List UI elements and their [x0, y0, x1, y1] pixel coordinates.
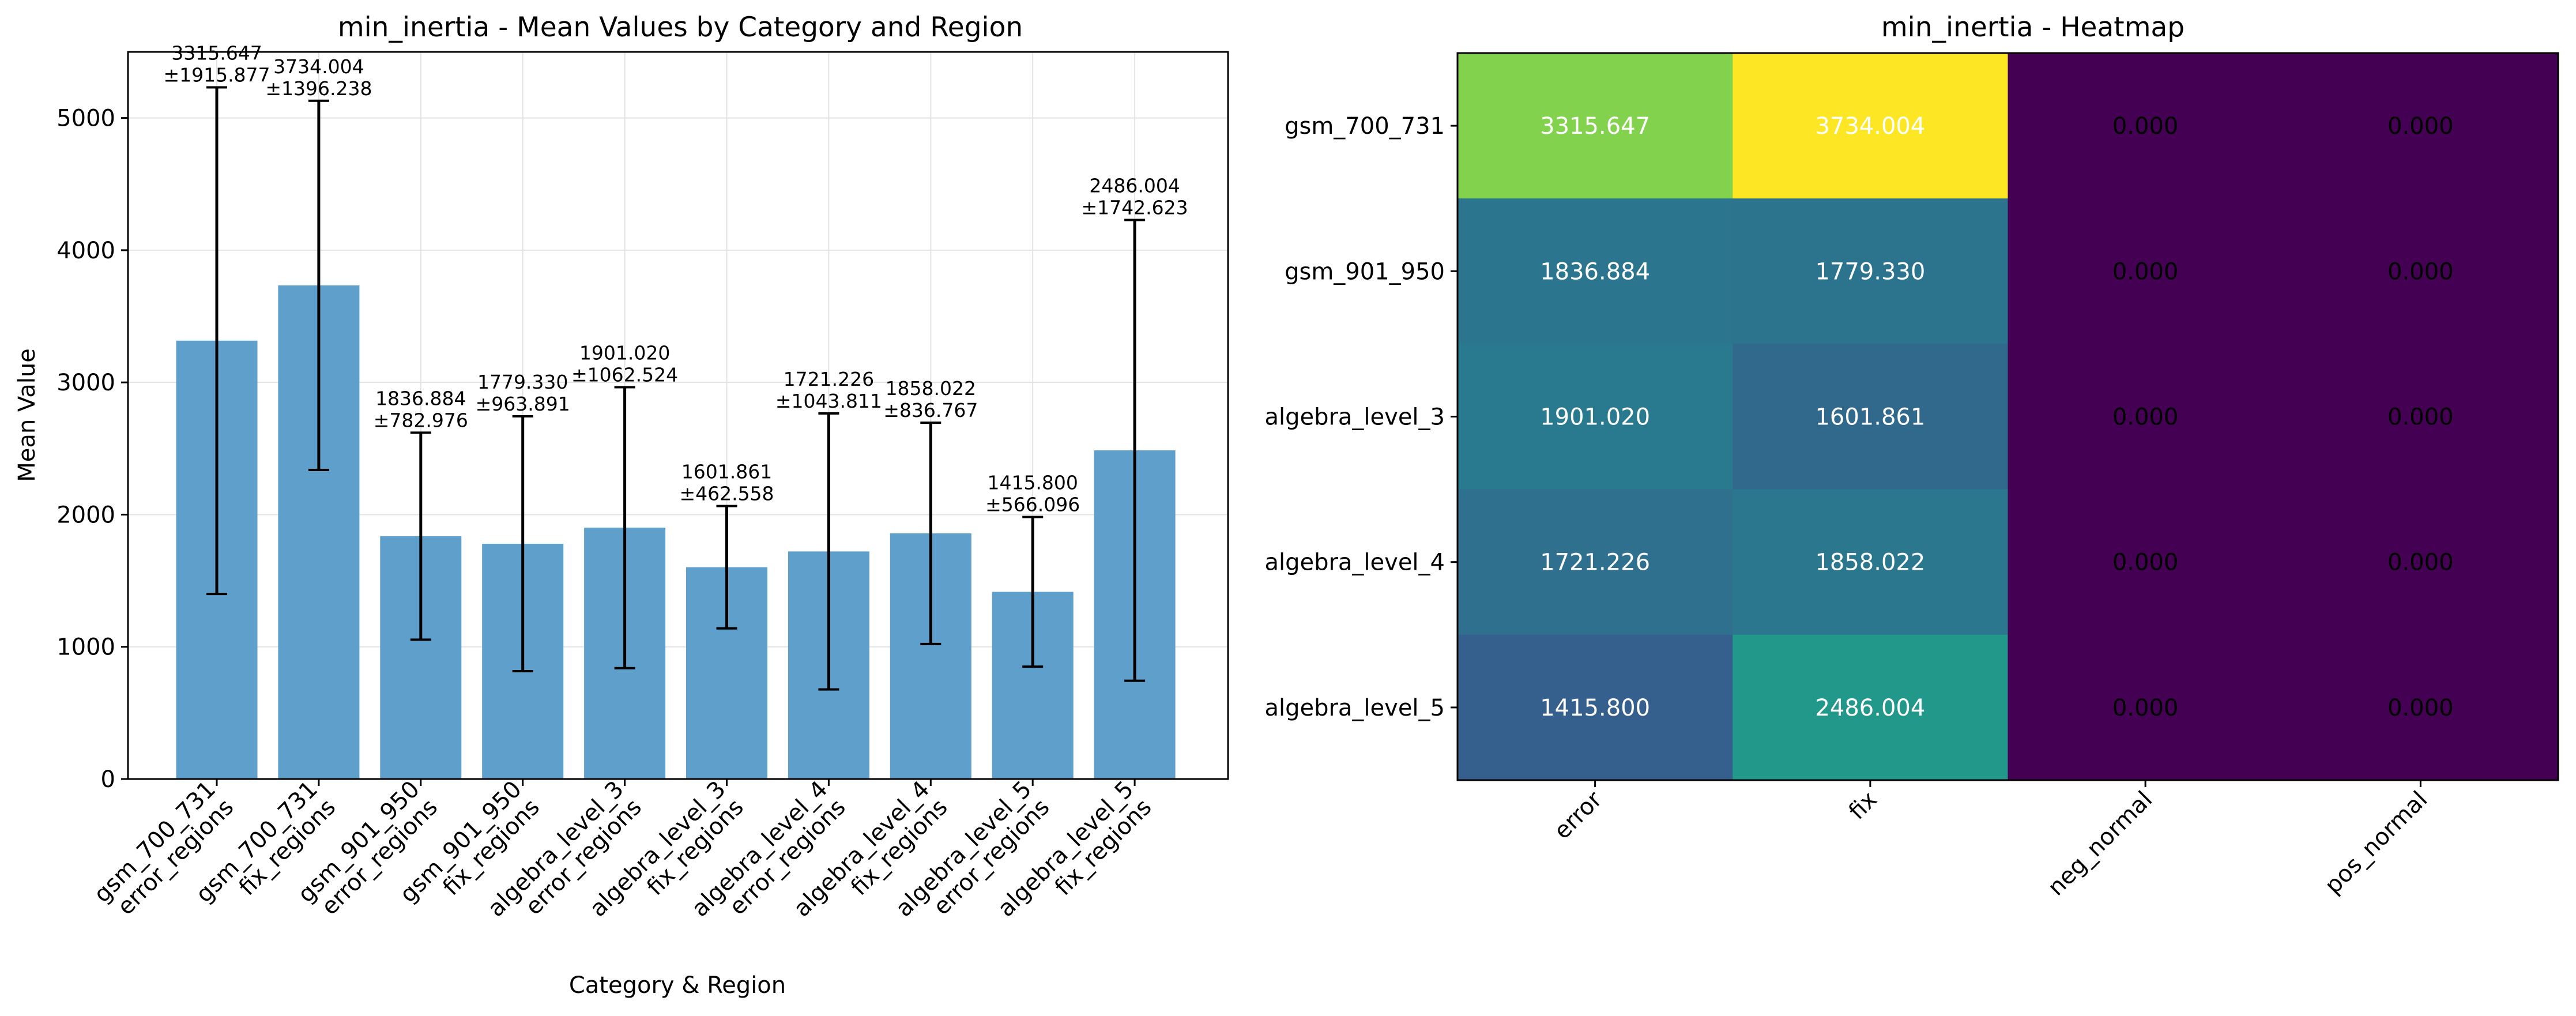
heatmap-cell — [1733, 198, 2008, 344]
heatmap-cell — [2283, 489, 2559, 635]
heatmap-cell-label: 0.000 — [2112, 550, 2179, 576]
bar-error-label: ±1062.524 — [571, 364, 678, 386]
heatmap-cell-label: 1721.226 — [1540, 550, 1650, 576]
heatmap-cell-label: 0.000 — [2387, 695, 2454, 721]
bar-chart-error-bars — [206, 86, 1146, 691]
heatmap-cell-label: 0.000 — [2112, 258, 2179, 285]
bar-error-label: ±566.096 — [985, 494, 1080, 516]
heatmap-cell — [1733, 489, 2008, 635]
heatmap-row-labels: gsm_700_731 gsm_901_950 algebra_level_3alg… — [1264, 113, 1458, 721]
bar-chart-axes-frame — [127, 51, 1229, 780]
heatmap-column-label: neg_normal — [2043, 787, 2157, 901]
bar-error-label: ±462.558 — [679, 483, 774, 505]
bar-value-label: 1836.884 — [375, 387, 466, 409]
bar-value-label: 1415.800 — [987, 472, 1078, 494]
bar-chart-x-ticks: gsm_700_731error_regionsgsm_700_731fix_r… — [89, 776, 1157, 923]
heatmap-row-label: gsm_901_950 — [1285, 258, 1445, 285]
heatmap-row-label: algebra_level_5 — [1264, 695, 1445, 721]
heatmap-row-label: algebra_level_4 — [1264, 550, 1445, 576]
bar-value-label: 1721.226 — [784, 368, 874, 390]
heatmap-cell-label: 0.000 — [2387, 113, 2454, 140]
bar-error-label: ±782.976 — [374, 409, 468, 431]
bar-error-label: ±1043.811 — [775, 390, 882, 412]
heatmap-cell-label: 2486.004 — [1815, 695, 1925, 721]
heatmap-row-label: gsm_700_731 — [1285, 113, 1445, 140]
bar-value-label: 2486.004 — [1089, 174, 1180, 197]
heatmap-cell — [2008, 344, 2284, 490]
heatmap-cell-label: 0.000 — [2112, 113, 2179, 140]
heatmap-title: min_inertia - Heatmap — [1881, 12, 2185, 43]
heatmap-column-label: fix — [1844, 787, 1882, 825]
heatmap-cell-label: 1779.330 — [1815, 258, 1925, 285]
bar-chart-value-labels: 3315.647±1915.877 3734.004±1396.238 1836.8… — [163, 42, 1188, 516]
heatmap-cell-label: 3734.004 — [1815, 113, 1925, 140]
heatmap-cell — [1733, 634, 2008, 781]
heatmap-cell-label: 1901.020 — [1540, 404, 1650, 431]
heatmap-cell-label: 0.000 — [2387, 404, 2454, 431]
heatmap-column-label: error — [1549, 786, 1607, 844]
heatmap-cell-label: 0.000 — [2112, 404, 2179, 431]
heatmap-cell — [2283, 634, 2559, 781]
heatmap-cell — [2283, 344, 2559, 490]
heatmap-cell-label: 1836.884 — [1540, 258, 1650, 285]
y-tick-label: 4000 — [57, 238, 115, 264]
y-tick-label: 0 — [101, 766, 115, 793]
heatmap-cells: 3315.647 3734.004 0.000 0.000 1836.884 1779.3… — [1458, 53, 2559, 781]
heatmap-cell-label: 1858.022 — [1815, 550, 1925, 576]
heatmap-cell-label: 0.000 — [2112, 695, 2179, 721]
bar-chart: min_inertia - Mean Values by Category an… — [14, 12, 1229, 999]
heatmap-cell — [2008, 489, 2284, 635]
bar-value-label: 1601.861 — [681, 461, 772, 483]
y-tick-label: 5000 — [57, 106, 115, 132]
heatmap-row-label: algebra_level_3 — [1264, 404, 1445, 431]
bar-chart-y-axis-label: Mean Value — [14, 348, 40, 482]
bar-value-label: 1901.020 — [579, 342, 670, 364]
y-tick-label: 1000 — [57, 634, 115, 661]
heatmap-cell-label: 0.000 — [2387, 258, 2454, 285]
heatmap-cell — [1733, 53, 2008, 199]
heatmap-cell-label: 3315.647 — [1540, 113, 1650, 140]
heatmap-cell — [2283, 198, 2559, 344]
heatmap-cell — [1458, 53, 1733, 199]
heatmap-cell — [1458, 489, 1733, 635]
bar-chart-x-axis-label: Category & Region — [569, 972, 786, 999]
y-tick-label: 3000 — [57, 370, 115, 396]
heatmap-cell — [2008, 634, 2284, 781]
bar-chart-y-ticks: 0 1000 2000 3000 4000 5000 — [57, 106, 128, 793]
bar-error-label: ±1742.623 — [1082, 196, 1188, 219]
bar-error-label: ±1915.877 — [163, 64, 270, 86]
heatmap-cell — [2008, 53, 2284, 199]
heatmap-column-label: pos_normal — [2320, 787, 2433, 900]
bar-value-label: 1779.330 — [477, 371, 568, 393]
heatmap-cell — [1458, 634, 1733, 781]
heatmap-cell — [1733, 344, 2008, 490]
bar-error-label: ±836.767 — [883, 399, 978, 422]
heatmap-cell — [1458, 198, 1733, 344]
bar-value-label: 3734.004 — [273, 55, 364, 78]
heatmap-cell — [1458, 344, 1733, 490]
bar-value-label: 3315.647 — [171, 42, 262, 65]
heatmap-cell-label: 0.000 — [2387, 550, 2454, 576]
heatmap-cell-label: 1601.861 — [1815, 404, 1925, 431]
heatmap-cell-label: 1415.800 — [1540, 695, 1650, 721]
bar-chart-bars — [176, 285, 1176, 779]
bar-error-label: ±963.891 — [476, 393, 570, 415]
bar-error-label: ±1396.238 — [265, 77, 372, 100]
heatmap-cell — [2008, 198, 2284, 344]
heatmap-column-labels: error fix neg_normal pos_normal — [1549, 780, 2433, 901]
y-tick-label: 2000 — [57, 502, 115, 528]
heatmap-chart: min_inertia - Heatmap 3315.647 3734.004 0.… — [1264, 12, 2559, 901]
heatmap-cell — [2283, 53, 2559, 199]
bar-value-label: 1858.022 — [886, 377, 976, 400]
bar-chart-title: min_inertia - Mean Values by Category an… — [338, 12, 1023, 43]
